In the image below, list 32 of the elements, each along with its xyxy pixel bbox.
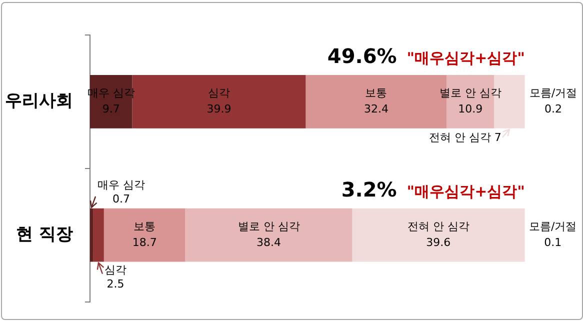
text: 심각 <box>208 86 230 100</box>
y-tick-label: 우리사회 <box>5 91 73 112</box>
series-label: 전혀 안 심각 <box>428 131 491 144</box>
data-label: 38.4 <box>256 236 282 249</box>
text: 매우 심각 <box>98 178 146 192</box>
data-label: 32.4 <box>364 102 388 116</box>
y-tick-label: 현 직장 <box>16 224 73 245</box>
legend-label: 심각 <box>104 264 126 277</box>
annotation: "매우심각+심각" <box>406 182 525 200</box>
annotation: "매우심각+심각" <box>406 49 525 68</box>
series-label: 보통 <box>365 86 388 100</box>
data-label: 2.5 <box>106 278 124 291</box>
series-label: 모름/거절 <box>529 86 578 100</box>
data-label: 39.6 <box>426 236 451 249</box>
data-label: 7 <box>494 131 502 144</box>
annotation: 49.6% <box>327 44 397 68</box>
annotation: 3.2% <box>341 177 397 202</box>
bar <box>185 208 352 262</box>
data-label: 39.9 <box>206 102 232 116</box>
series-label: 별로 안 심각 <box>439 86 502 100</box>
bar <box>352 208 525 262</box>
text: 전혀 안 심각 <box>407 220 470 233</box>
text: 보통 <box>134 220 156 233</box>
bar <box>104 208 186 262</box>
data-label: 10.9 <box>458 102 483 116</box>
data-label: 0.1 <box>544 236 562 249</box>
data-label: 0.7 <box>112 192 130 206</box>
data-label: 18.7 <box>132 236 157 249</box>
data-label: 9.7 <box>102 102 120 116</box>
data-label: 0.2 <box>544 102 562 116</box>
text: 모름/거절 <box>528 220 577 233</box>
text: 별로 안 심각 <box>238 220 300 233</box>
